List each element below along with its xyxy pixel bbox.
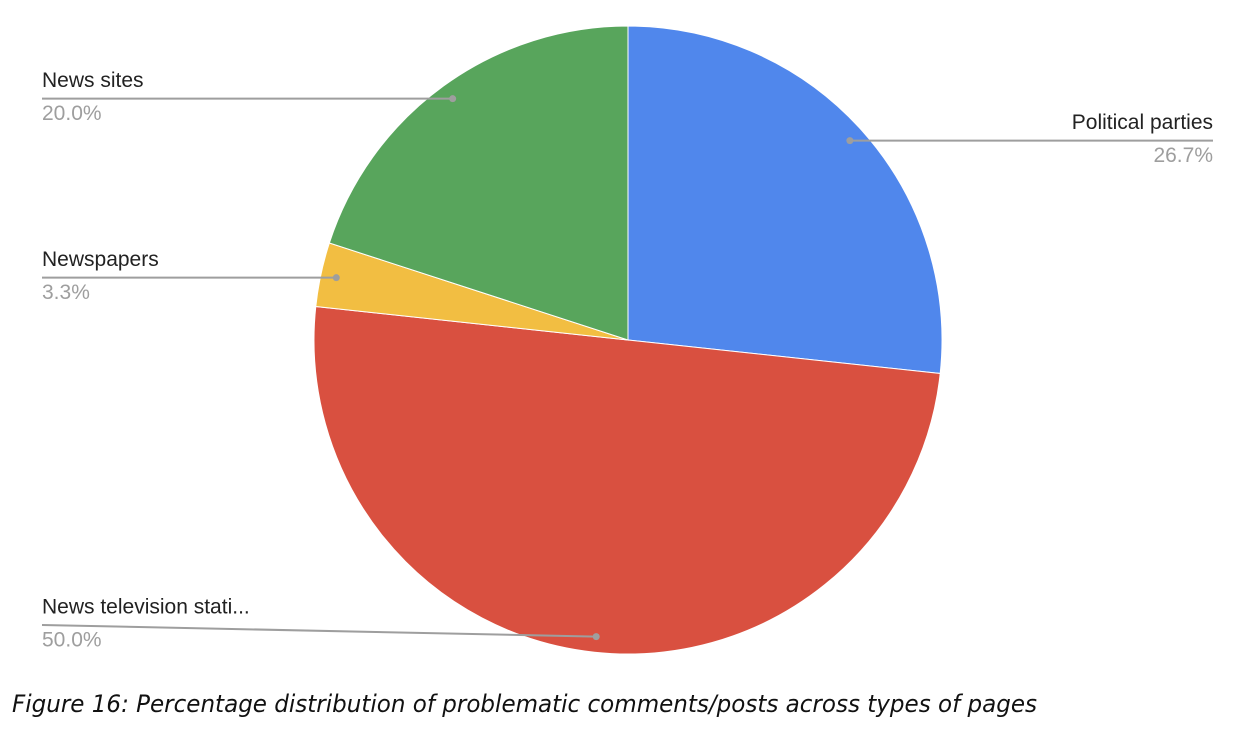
leader-dot [846, 137, 854, 145]
slice-label: Political parties [1072, 111, 1213, 134]
slice-value: 50.0% [42, 629, 102, 652]
slice-value: 26.7% [1153, 144, 1213, 167]
slice-label: News sites [42, 69, 144, 92]
pie-slice [627, 25, 943, 375]
leader-dot [449, 95, 457, 103]
pie-slice [328, 25, 629, 341]
slice-value: 3.3% [42, 281, 90, 304]
slice-label: News television stati... [42, 596, 250, 619]
leader-dot [332, 274, 340, 282]
leader-line [41, 624, 597, 638]
slice-label: Newspapers [42, 248, 159, 271]
caption: Figure 16: Percentage distribution of pr… [12, 690, 1037, 718]
pie-slice [313, 305, 941, 656]
slice-value: 20.0% [42, 102, 102, 125]
leader-dot [592, 633, 600, 641]
